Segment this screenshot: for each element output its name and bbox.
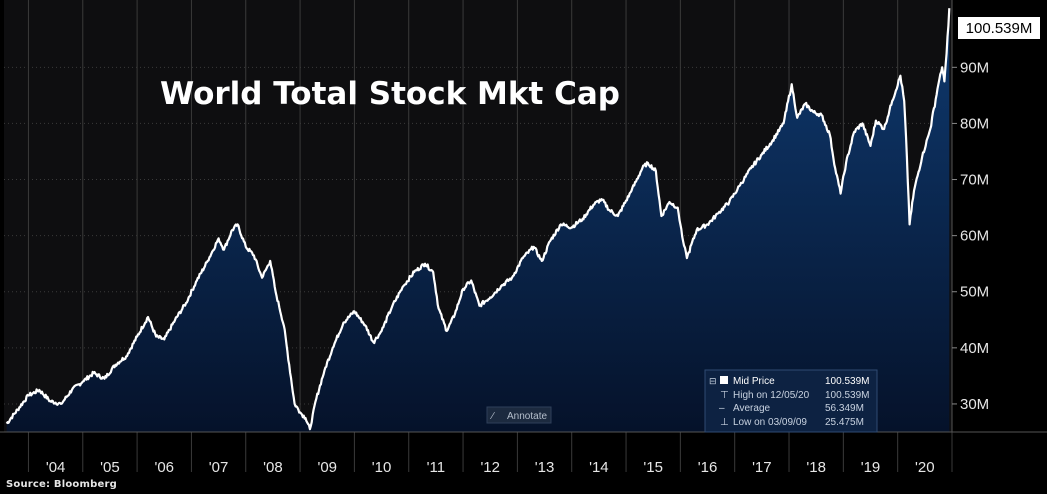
y-tick-label: 50M <box>960 284 989 301</box>
pencil-icon: ∕ <box>489 411 495 422</box>
x-tick-label: '07 <box>209 459 229 476</box>
x-tick-label: '05 <box>100 459 120 476</box>
legend-label: Average <box>733 403 771 414</box>
legend-value: 25.475M <box>825 417 864 428</box>
x-tick-label: '19 <box>861 459 881 476</box>
x-tick-label: '20 <box>915 459 935 476</box>
legend-label: Low on 03/09/09 <box>733 417 807 428</box>
series-line-mid-price <box>5 8 951 431</box>
legend-row-mid-price: ⊟ Mid Price 100.539M <box>709 376 869 387</box>
y-tick-label: 70M <box>960 172 989 189</box>
last-value-box <box>958 17 1040 39</box>
filled-square-icon <box>720 376 728 384</box>
x-tick-label: '08 <box>263 459 283 476</box>
x-tick-label: '10 <box>372 459 392 476</box>
last-value-marker: 100.539M <box>958 17 1040 39</box>
x-tick-label: '06 <box>154 459 174 476</box>
y-axis-tick-labels: 30M 40M 50M 60M 70M 80M 90M <box>952 59 989 413</box>
x-tick-label: '14 <box>589 459 609 476</box>
last-value-label: 100.539M <box>966 20 1033 37</box>
x-tick-label: '13 <box>535 459 555 476</box>
y-tick-label: 80M <box>960 115 989 132</box>
low-arrow-icon: ⊥ <box>720 417 729 428</box>
high-arrow-icon: ⊤ <box>720 390 729 401</box>
x-tick-label: '11 <box>427 459 445 476</box>
legend-label: Mid Price <box>733 376 775 387</box>
x-tick-label: '17 <box>752 459 772 476</box>
legend-value: 100.539M <box>825 376 869 387</box>
x-tick-label: '09 <box>317 459 337 476</box>
legend-row-low: ⊥ Low on 03/09/09 25.475M <box>720 417 864 428</box>
average-dash-icon: – <box>719 403 725 414</box>
x-tick-label: '15 <box>643 459 663 476</box>
x-axis-tick-labels: '04 '05 '06 '07 '08 '09 '10 '11 '12 '13 '14 '15 '16 '… <box>46 459 935 476</box>
x-tick-label: '16 <box>698 459 718 476</box>
legend-row-high: ⊤ High on 12/05/20 100.539M <box>720 390 869 401</box>
source-credit: Source: Bloomberg <box>6 479 117 490</box>
legend-label: High on 12/05/20 <box>733 390 810 401</box>
y-tick-label: 90M <box>960 59 989 76</box>
collapse-icon[interactable]: ⊟ <box>709 376 717 386</box>
y-tick-label: 60M <box>960 228 989 245</box>
legend-row-average: – Average 56.349M <box>719 403 864 414</box>
series-area-fill <box>6 8 950 432</box>
annotate-button[interactable]: ∕ Annotate <box>486 406 552 424</box>
legend-box: ⊟ Mid Price 100.539M ⊤ High on 12/05/20 … <box>704 369 878 433</box>
chart-title: World Total Stock Mkt Cap <box>160 76 620 112</box>
annotate-label: Annotate <box>507 411 547 422</box>
x-tick-label: '12 <box>480 459 500 476</box>
x-tick-label: '18 <box>806 459 826 476</box>
y-tick-label: 30M <box>960 396 989 413</box>
y-tick-label: 40M <box>960 340 989 357</box>
legend-value: 56.349M <box>825 403 864 414</box>
x-tick-label: '04 <box>46 459 66 476</box>
legend-value: 100.539M <box>825 390 869 401</box>
